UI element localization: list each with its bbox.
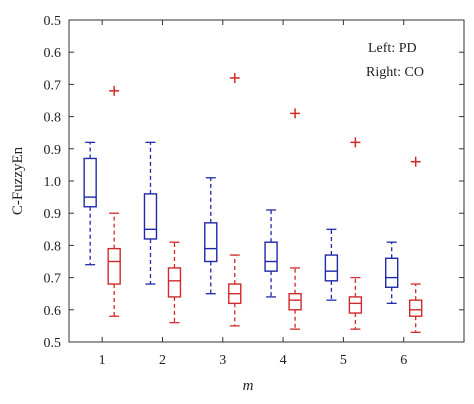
y-tick-label: 0.9 bbox=[44, 207, 62, 222]
y-tick-label: 0.7 bbox=[44, 272, 62, 287]
co-box-2 bbox=[167, 241, 182, 324]
y-axis-label: C-FuzzyEn bbox=[10, 146, 26, 215]
y-tick-label: 0.5 bbox=[44, 14, 62, 29]
pd-box-4 bbox=[264, 209, 278, 298]
x-tick-label: 4 bbox=[280, 353, 287, 368]
co-box-4 bbox=[288, 108, 302, 330]
x-tick-label: 6 bbox=[400, 353, 407, 368]
pd-box-6 bbox=[384, 241, 399, 305]
x-tick-label: 5 bbox=[340, 353, 347, 368]
plot-area bbox=[68, 19, 465, 343]
co-box-6 bbox=[408, 156, 423, 333]
iqr-box bbox=[167, 267, 182, 298]
x-tick-label: 3 bbox=[219, 353, 226, 368]
y-tick-label: 0.8 bbox=[44, 239, 62, 254]
iqr-box bbox=[288, 293, 302, 311]
y-tick-label: 0.8 bbox=[44, 111, 62, 126]
iqr-box bbox=[83, 157, 97, 208]
x-tick-label: 1 bbox=[99, 353, 106, 368]
pd-box-1 bbox=[83, 141, 97, 266]
pd-box-3 bbox=[204, 177, 218, 295]
iqr-box bbox=[107, 247, 121, 285]
legend-line-2: Right: CO bbox=[366, 65, 424, 80]
iqr-box bbox=[348, 296, 363, 314]
y-tick-label: 0.7 bbox=[44, 78, 62, 93]
iqr-box bbox=[143, 193, 158, 240]
iqr-box bbox=[384, 257, 399, 288]
y-axis: 0.5 0.6 0.7 0.8 0.9 1.0 0.9 0.8 0.7 0.6 0.5 bbox=[44, 14, 464, 351]
x-axis: 1 2 3 4 5 6 bbox=[99, 20, 407, 368]
box-series bbox=[83, 72, 423, 333]
iqr-box bbox=[324, 254, 339, 282]
pd-box-5 bbox=[324, 228, 339, 301]
iqr-box bbox=[264, 241, 278, 272]
y-tick-label: 0.5 bbox=[44, 336, 62, 351]
iqr-box bbox=[204, 222, 218, 263]
pd-box-2 bbox=[143, 141, 158, 285]
x-tick-label: 2 bbox=[159, 353, 166, 368]
co-box-3 bbox=[228, 72, 242, 327]
y-tick-label: 0.6 bbox=[44, 304, 62, 319]
iqr-box bbox=[408, 299, 423, 317]
co-box-5 bbox=[348, 137, 363, 330]
y-tick-label: 0.9 bbox=[44, 143, 62, 158]
legend-line-1: Left: PD bbox=[368, 41, 417, 56]
y-tick-label: 1.0 bbox=[44, 175, 62, 190]
y-tick-label: 0.6 bbox=[44, 46, 62, 61]
co-box-1 bbox=[107, 85, 121, 317]
x-axis-label: m bbox=[243, 378, 254, 394]
